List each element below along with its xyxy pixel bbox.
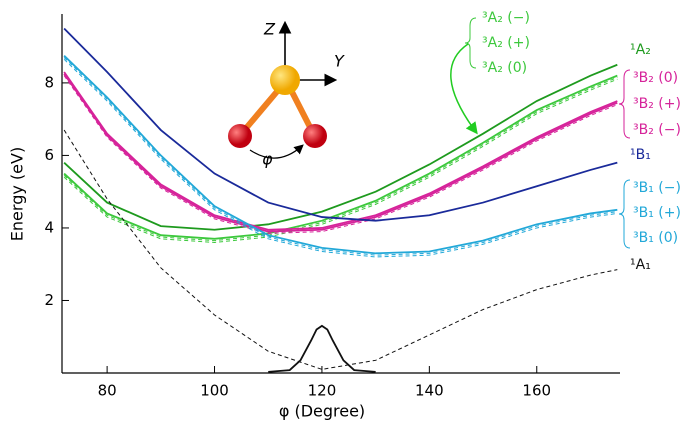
x-tick-label: 120 bbox=[308, 382, 337, 400]
series-label: ¹A₂ bbox=[630, 42, 651, 58]
series-label: ³B₂ (−) bbox=[633, 122, 681, 138]
y-tick-label: 8 bbox=[44, 73, 54, 91]
molecule-diagram: Z Y φ bbox=[228, 20, 345, 169]
y-tick-label: 4 bbox=[44, 218, 54, 236]
series-line bbox=[63, 58, 618, 258]
series-line bbox=[63, 27, 618, 222]
series-label: ¹B₁ bbox=[630, 147, 651, 163]
series-label: ³B₁ (0) bbox=[633, 230, 678, 246]
series-label: ³A₂ (0) bbox=[482, 60, 527, 76]
series-label: ¹A₁ bbox=[630, 257, 651, 273]
series-line bbox=[63, 71, 618, 231]
series-label: ³B₂ (0) bbox=[633, 70, 678, 86]
x-axis-title: φ (Degree) bbox=[279, 402, 365, 421]
y-label: Y bbox=[334, 52, 345, 71]
y-tick-label: 2 bbox=[44, 291, 54, 309]
arrow bbox=[450, 43, 478, 135]
x-tick-label: 100 bbox=[200, 382, 229, 400]
series-label: ³B₁ (−) bbox=[633, 180, 681, 196]
series-line bbox=[63, 78, 618, 243]
x-tick-label: 80 bbox=[98, 382, 117, 400]
series-line bbox=[63, 57, 618, 256]
series-label: ³B₂ (+) bbox=[633, 96, 681, 112]
series-line bbox=[63, 73, 618, 233]
series-line bbox=[63, 55, 618, 255]
x-tick-label: 140 bbox=[415, 382, 444, 400]
brace bbox=[618, 69, 631, 139]
y-axis-title: Energy (eV) bbox=[8, 147, 27, 241]
series-label: ³B₁ (+) bbox=[633, 205, 681, 221]
series-line bbox=[63, 63, 618, 231]
x-tick-label: 160 bbox=[522, 382, 551, 400]
series-line bbox=[63, 76, 618, 242]
series-line bbox=[63, 74, 618, 240]
series-label: ³A₂ (−) bbox=[482, 10, 530, 26]
angle-label: φ bbox=[262, 150, 273, 169]
series-line bbox=[63, 75, 618, 234]
z-label: Z bbox=[263, 20, 276, 39]
series-label: ³A₂ (+) bbox=[482, 35, 530, 51]
brace bbox=[618, 179, 631, 249]
y-tick-label: 6 bbox=[44, 146, 54, 164]
series-line bbox=[268, 324, 376, 373]
brace bbox=[464, 17, 477, 69]
